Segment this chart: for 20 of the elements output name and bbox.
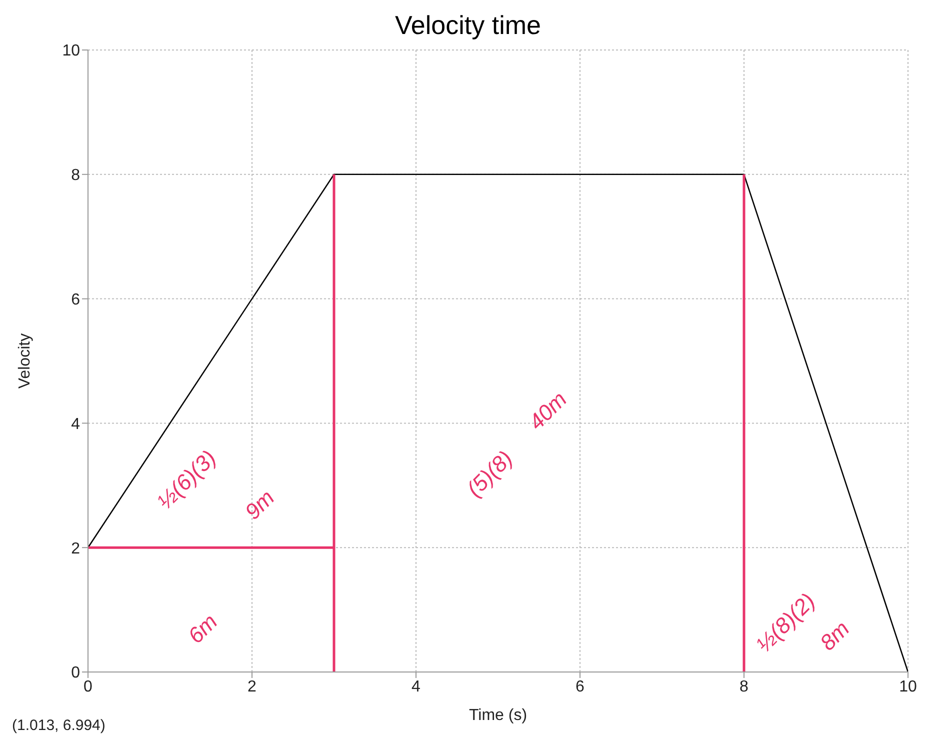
x-axis-title: Time (s) <box>468 707 528 724</box>
x-tick-label: 0 <box>84 678 93 696</box>
y-axis-title: Velocity <box>16 333 34 389</box>
x-tick-label: 6 <box>576 678 585 696</box>
annotation: 40m <box>524 386 572 436</box>
y-tick-label: 6 <box>71 291 80 308</box>
y-tick-label: 2 <box>71 540 80 558</box>
annotation: 9m <box>240 485 280 525</box>
y-tick-label: 8 <box>71 167 80 184</box>
chart-title: Velocity time <box>394 9 542 42</box>
x-tick-label: 10 <box>899 678 917 696</box>
y-tick-label: 10 <box>62 42 80 60</box>
y-tick-label: 4 <box>71 416 80 433</box>
x-tick-label: 4 <box>412 678 421 696</box>
y-tick-label: 0 <box>71 664 80 682</box>
x-tick-label: 2 <box>248 678 257 696</box>
annotation: 8m <box>815 616 855 656</box>
x-tick-label: 8 <box>740 678 749 696</box>
annotation: 6m <box>183 609 223 649</box>
text: (1.013, 6.994) <box>12 717 106 734</box>
